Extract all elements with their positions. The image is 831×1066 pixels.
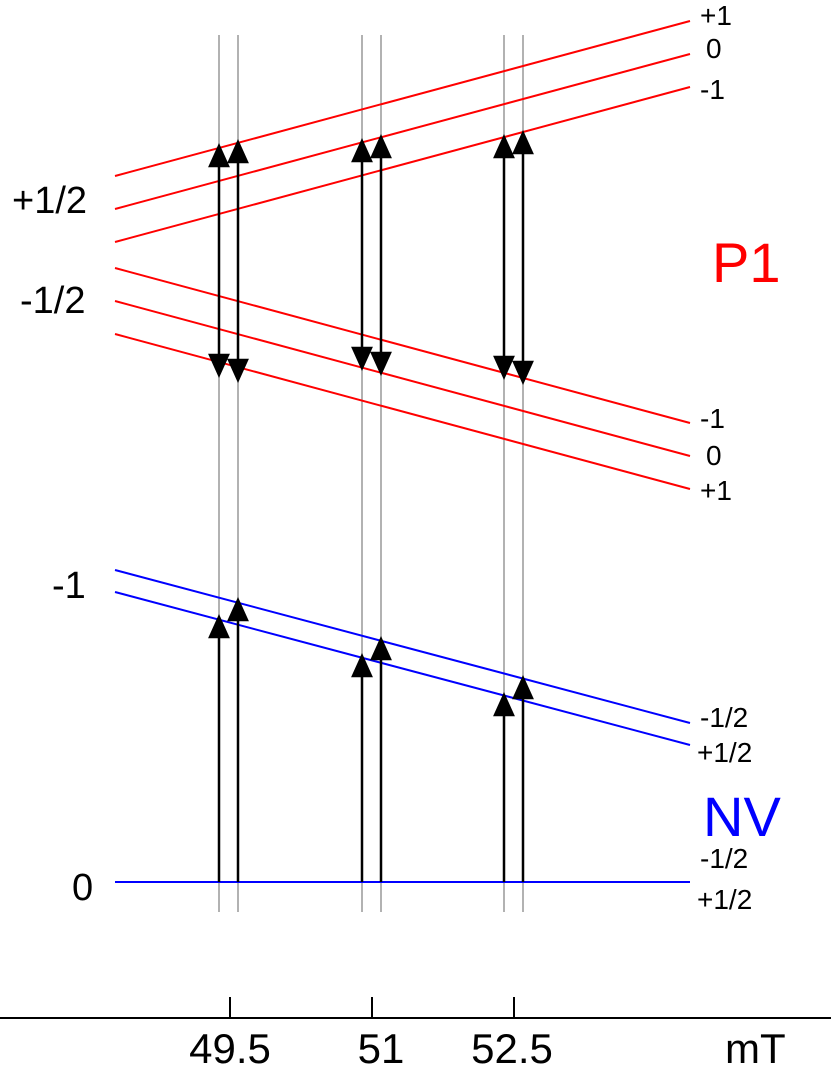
arrowhead-up xyxy=(512,129,534,155)
p1-level-lower-0 xyxy=(114,300,691,457)
p1-lower-label-0: 0 xyxy=(706,440,722,471)
p1-level-lower-plus1 xyxy=(114,333,691,490)
p1-levels xyxy=(114,20,691,490)
p1-upper-label-plus1: +1 xyxy=(700,0,732,31)
nv-levels xyxy=(114,569,691,883)
arrowhead-down xyxy=(370,351,392,377)
arrowhead-up xyxy=(227,138,249,164)
arrowhead-up xyxy=(227,596,249,622)
arrowhead-down xyxy=(208,353,230,379)
axis-tick-label: 52.5 xyxy=(471,1025,553,1066)
p1-transitions xyxy=(208,129,534,386)
nv-title: NV xyxy=(703,785,781,848)
p1-level-upper-plus1 xyxy=(114,20,691,177)
nv-ground-label-plus-half: +1/2 xyxy=(697,884,752,915)
p1-left-label-lower: -1/2 xyxy=(20,280,85,322)
arrowhead-down xyxy=(512,360,534,386)
p1-level-upper-0 xyxy=(114,53,691,210)
guide-lines xyxy=(218,35,524,912)
arrowhead-down xyxy=(227,358,249,384)
p1-left-label-upper: +1/2 xyxy=(12,180,87,222)
arrowhead-up xyxy=(370,133,392,159)
arrowhead-up xyxy=(493,133,515,159)
p1-level-lower-minus1 xyxy=(114,267,691,424)
arrowhead-up xyxy=(208,613,230,639)
nv-level-minus1-a xyxy=(114,569,691,724)
nv-ground-label-minus-half: -1/2 xyxy=(700,843,748,874)
nv-transitions xyxy=(208,596,534,882)
p1-upper-label-minus1: -1 xyxy=(700,74,725,105)
p1-upper-label-0: 0 xyxy=(706,33,722,64)
p1-lower-label-plus1: +1 xyxy=(700,475,732,506)
arrowhead-down xyxy=(493,355,515,381)
nv-left-label-upper: -1 xyxy=(52,565,86,607)
arrowhead-down xyxy=(351,346,373,372)
arrowhead-up xyxy=(351,137,373,163)
axis-tick-label: 51 xyxy=(358,1025,405,1066)
arrowhead-up xyxy=(493,691,515,717)
nv-upper-label-minus-half: -1/2 xyxy=(700,702,748,733)
arrowhead-up xyxy=(208,142,230,168)
p1-level-upper-minus1 xyxy=(114,86,691,243)
nv-level-minus1-b xyxy=(114,591,691,746)
nv-left-label-ground: 0 xyxy=(72,867,93,909)
p1-lower-label-minus1: -1 xyxy=(700,403,725,434)
axis-tick-label: 49.5 xyxy=(189,1025,271,1066)
arrowhead-up xyxy=(370,635,392,661)
nv-upper-label-plus-half: +1/2 xyxy=(697,737,752,768)
arrowhead-up xyxy=(512,674,534,700)
p1-title: P1 xyxy=(712,231,781,294)
axis-unit-label: mT xyxy=(725,1025,786,1066)
arrowhead-up xyxy=(351,652,373,678)
field-axis xyxy=(0,997,831,1019)
